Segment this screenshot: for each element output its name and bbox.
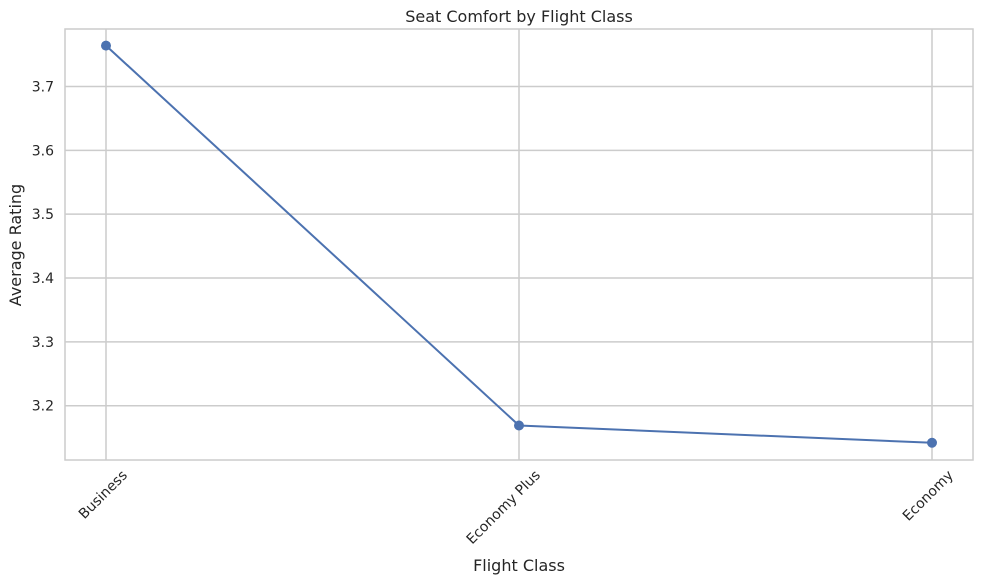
x-tick-label: Business bbox=[76, 468, 131, 523]
y-tick-labels: 3.2 3.3 3.4 3.5 3.6 3.7 bbox=[32, 79, 54, 414]
data-point bbox=[101, 40, 111, 51]
data-point bbox=[514, 420, 524, 431]
y-tick-label: 3.2 bbox=[32, 399, 54, 415]
plot-frame bbox=[64, 28, 974, 461]
x-tick-label: Economy bbox=[900, 468, 957, 525]
y-tick-label: 3.7 bbox=[32, 79, 54, 95]
y-tick-label: 3.3 bbox=[32, 335, 54, 351]
y-tick-label: 3.5 bbox=[32, 207, 54, 223]
x-tick-label: Economy Plus bbox=[464, 468, 544, 548]
x-tick-labels: Business Economy Plus Economy bbox=[76, 468, 957, 548]
y-tick-label: 3.4 bbox=[32, 271, 54, 287]
y-axis-title: Average Rating bbox=[6, 184, 25, 306]
x-axis-title: Flight Class bbox=[473, 556, 565, 575]
y-tick-label: 3.6 bbox=[32, 143, 54, 159]
chart-title: Seat Comfort by Flight Class bbox=[405, 7, 633, 26]
grid-layer bbox=[65, 29, 973, 460]
data-point bbox=[927, 437, 937, 448]
series-layer bbox=[101, 40, 937, 448]
